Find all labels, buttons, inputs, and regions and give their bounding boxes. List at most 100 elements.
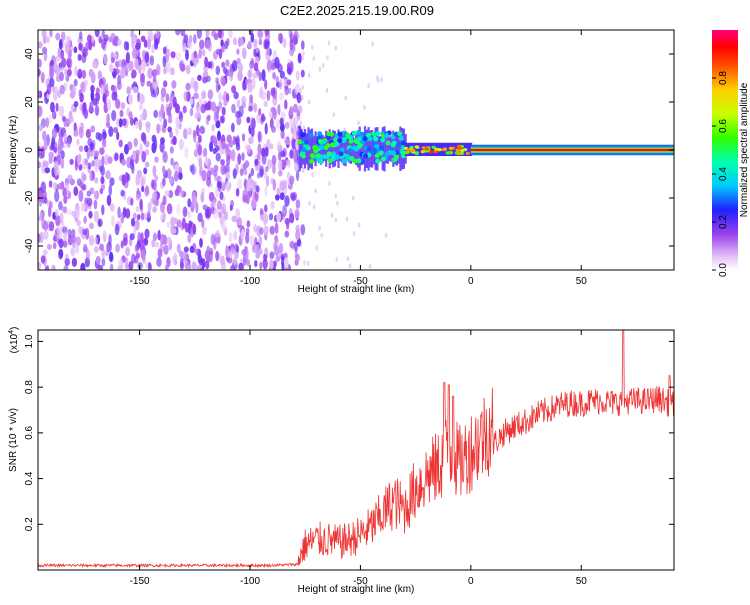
noise-cell	[82, 183, 87, 191]
noise-cell	[171, 80, 177, 89]
noise-cell	[88, 235, 95, 246]
noise-cell	[289, 32, 294, 43]
band-blob	[301, 147, 307, 153]
noise-cell	[142, 254, 146, 264]
noise-cell	[201, 90, 207, 100]
noise-cell	[241, 96, 247, 104]
noise-cell	[191, 195, 197, 208]
noise-cell	[263, 167, 267, 180]
noise-cell	[207, 89, 214, 100]
noise-cell	[185, 49, 189, 61]
sparse-cell	[313, 204, 316, 210]
noise-cell	[109, 64, 114, 73]
narrow-blob	[457, 146, 462, 150]
noise-cell	[82, 102, 87, 113]
noise-cell	[121, 174, 126, 186]
noise-cell	[79, 31, 83, 40]
noise-cell	[125, 208, 131, 219]
noise-cell	[130, 117, 134, 126]
noise-cell	[71, 85, 77, 97]
noise-cell	[40, 181, 46, 193]
noise-cell	[95, 132, 101, 140]
noise-cell	[39, 211, 43, 220]
noise-cell	[223, 99, 228, 107]
noise-cell	[133, 225, 137, 236]
noise-cell	[286, 79, 292, 86]
sparse-cell	[325, 87, 329, 93]
sparse-cell	[301, 55, 304, 61]
noise-cell	[277, 104, 281, 116]
noise-cell	[231, 215, 237, 223]
noise-cell	[193, 131, 197, 143]
noise-cell	[58, 38, 63, 50]
noise-cell	[166, 106, 172, 116]
noise-cell	[201, 127, 206, 134]
noise-cell	[237, 216, 243, 227]
noise-cell	[130, 217, 136, 227]
noise-cell	[173, 252, 178, 263]
noise-cell	[99, 243, 104, 251]
noise-cell	[105, 83, 109, 94]
noise-cell	[43, 230, 49, 240]
noise-cell	[84, 158, 88, 166]
noise-cell	[295, 169, 300, 182]
noise-cell	[58, 105, 65, 118]
noise-cell	[204, 56, 209, 68]
noise-cell	[176, 185, 181, 197]
noise-cell	[101, 258, 106, 267]
noise-cell	[163, 80, 168, 88]
noise-cell	[95, 255, 101, 265]
noise-cell	[227, 251, 233, 259]
narrow-column	[415, 142, 418, 156]
band-blob	[392, 156, 398, 162]
noise-cell	[250, 32, 255, 43]
noise-cell	[239, 168, 244, 177]
noise-cell	[109, 203, 115, 212]
noise-cell	[226, 38, 230, 46]
noise-cell	[67, 58, 71, 66]
noise-cell	[63, 132, 68, 143]
sparse-cell	[311, 172, 314, 178]
noise-cell	[114, 68, 120, 75]
x-tick-label: -150	[130, 276, 150, 287]
noise-cell	[235, 188, 240, 197]
snr-line	[38, 330, 674, 569]
noise-cell	[165, 93, 170, 103]
sparse-cell	[301, 84, 304, 90]
sparse-cell	[307, 99, 311, 105]
noise-cell	[264, 185, 268, 197]
noise-cell	[82, 228, 87, 236]
noise-cell	[90, 70, 95, 79]
snr-y-tick-label: 0.4	[24, 471, 35, 485]
noise-cell	[54, 190, 60, 203]
noise-cell	[140, 132, 146, 142]
noise-cell	[180, 63, 186, 72]
noise-cell	[89, 142, 95, 151]
band-blob	[300, 153, 306, 159]
noise-cell	[235, 137, 239, 145]
noise-cell	[140, 232, 144, 244]
noise-cell	[145, 262, 149, 269]
noise-cell	[128, 260, 134, 270]
noise-cell	[255, 185, 260, 193]
noise-cell	[180, 30, 186, 37]
noise-cell	[272, 163, 276, 175]
noise-cell	[46, 83, 52, 95]
sparse-cell	[380, 77, 383, 83]
noise-cell	[225, 144, 230, 155]
noise-cell	[63, 240, 68, 248]
sparse-cell	[301, 95, 304, 100]
noise-cell	[198, 134, 202, 143]
noise-cell	[279, 70, 285, 79]
snr-x-tick-label: 50	[576, 576, 588, 587]
noise-cell	[193, 92, 199, 100]
noise-cell	[145, 124, 151, 133]
noise-cell	[121, 158, 126, 166]
band-blob	[309, 158, 315, 164]
noise-cell	[232, 257, 238, 266]
snr-y-tick-label: 0.8	[24, 380, 35, 394]
band-blob	[375, 131, 381, 137]
noise-cell	[294, 241, 298, 253]
band-blob	[344, 153, 350, 159]
noise-cell	[53, 164, 58, 177]
